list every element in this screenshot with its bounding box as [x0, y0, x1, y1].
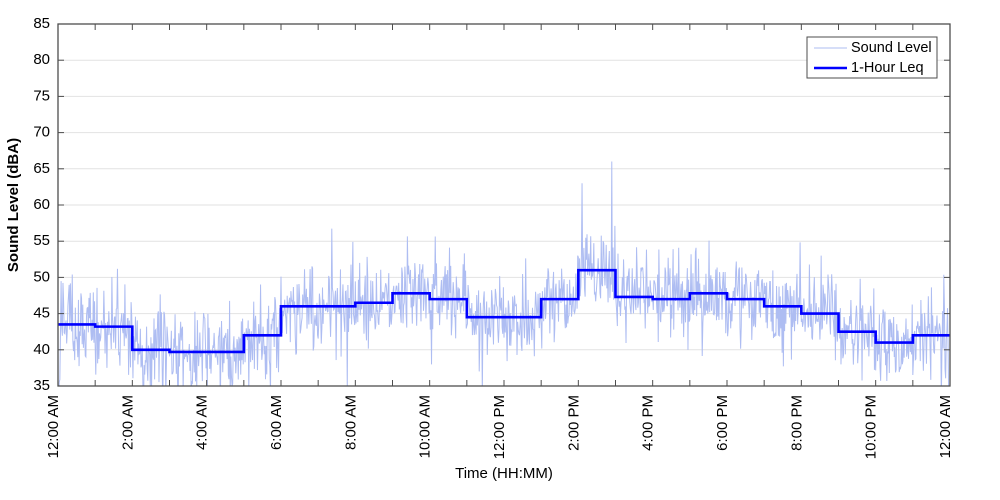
svg-text:50: 50	[33, 268, 50, 285]
svg-text:12:00 AM: 12:00 AM	[937, 395, 954, 458]
svg-text:Sound Level (dBA): Sound Level (dBA)	[5, 138, 22, 272]
svg-text:Time (HH:MM): Time (HH:MM)	[455, 465, 553, 482]
svg-text:45: 45	[33, 305, 50, 322]
svg-text:2:00 PM: 2:00 PM	[565, 395, 582, 451]
svg-text:85: 85	[33, 15, 50, 32]
svg-text:10:00 PM: 10:00 PM	[863, 395, 880, 459]
svg-text:10:00 AM: 10:00 AM	[417, 395, 434, 458]
svg-text:4:00 PM: 4:00 PM	[640, 395, 657, 451]
svg-text:1-Hour Leq: 1-Hour Leq	[851, 60, 924, 76]
svg-text:2:00 AM: 2:00 AM	[119, 395, 136, 450]
svg-text:6:00 AM: 6:00 AM	[268, 395, 285, 450]
svg-text:80: 80	[33, 51, 50, 68]
svg-text:55: 55	[33, 232, 50, 249]
svg-text:65: 65	[33, 160, 50, 177]
svg-text:4:00 AM: 4:00 AM	[194, 395, 211, 450]
svg-text:60: 60	[33, 196, 50, 213]
svg-text:12:00 AM: 12:00 AM	[45, 395, 62, 458]
svg-text:12:00 PM: 12:00 PM	[491, 395, 508, 459]
svg-text:8:00 PM: 8:00 PM	[788, 395, 805, 451]
svg-text:70: 70	[33, 124, 50, 141]
svg-text:6:00 PM: 6:00 PM	[714, 395, 731, 451]
svg-text:35: 35	[33, 377, 50, 394]
svg-text:8:00 AM: 8:00 AM	[342, 395, 359, 450]
svg-text:40: 40	[33, 341, 50, 358]
svg-text:Sound Level: Sound Level	[851, 40, 932, 56]
svg-text:75: 75	[33, 87, 50, 104]
